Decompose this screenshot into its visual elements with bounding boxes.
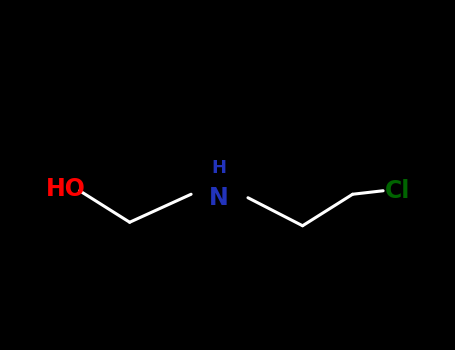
Text: H: H: [211, 159, 226, 177]
Text: N: N: [208, 186, 228, 210]
Text: Cl: Cl: [384, 179, 410, 203]
Text: HO: HO: [46, 177, 86, 201]
